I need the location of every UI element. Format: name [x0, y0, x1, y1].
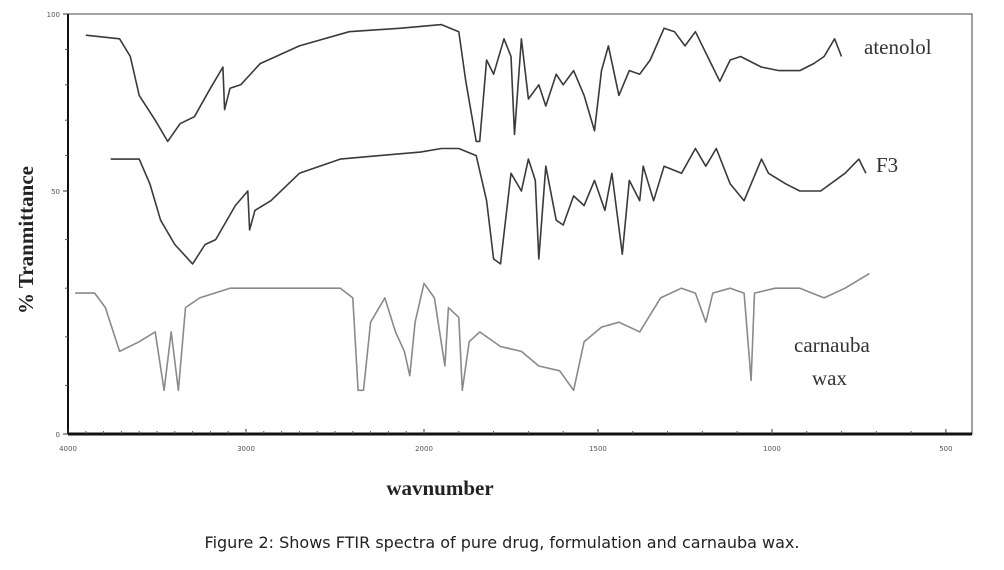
y-tick-label: 0 — [56, 431, 60, 439]
x-axis-title: wavnumber — [386, 476, 493, 500]
trace-atenolol — [85, 23, 843, 143]
trace-carnauba-wax — [75, 272, 870, 392]
x-tick-label: 2000 — [415, 445, 433, 453]
trace-f3 — [110, 147, 867, 265]
y-tick-label: 50 — [51, 188, 60, 196]
figure-caption: Figure 2: Shows FTIR spectra of pure dru… — [204, 533, 800, 552]
label-atenolol: atenolol — [864, 35, 932, 59]
y-axis-title: % Tranmittance — [14, 166, 38, 314]
x-tick-label: 1000 — [763, 445, 781, 453]
spectra-traces — [75, 23, 870, 392]
x-tick-label: 4000 — [59, 445, 77, 453]
x-tick-label: 3000 — [237, 445, 255, 453]
label-carnauba: carnauba — [794, 333, 870, 357]
x-tick-label: 500 — [939, 445, 952, 453]
x-tick-label: 1500 — [589, 445, 607, 453]
label-f3: F3 — [876, 153, 898, 177]
y-tick-label: 100 — [47, 11, 60, 19]
label-wax: wax — [812, 366, 847, 390]
x-ticks: 4000 3000 2000 1500 1000 500 — [59, 429, 953, 453]
y-ticks: 0 50 100 — [47, 11, 68, 439]
